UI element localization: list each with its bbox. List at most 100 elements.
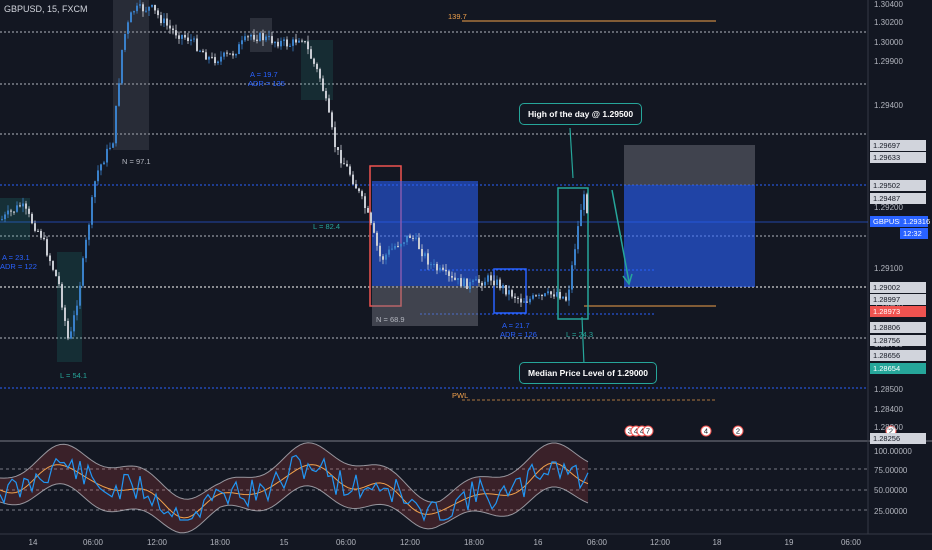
symbol-title[interactable]: GBPUSD, 15, FXCM [4,4,88,14]
price-tag: 1.28997 [870,294,926,305]
projection-arrow[interactable] [611,189,630,283]
adr-label: ADR = 122 [0,262,37,271]
candle-body [73,315,75,332]
candle-body [142,4,144,12]
candle-body [439,267,441,271]
candle-body [406,235,408,243]
candle-body [301,40,303,42]
candle-body [49,255,51,262]
pwl-label: PWL [452,391,468,400]
candle-body [178,35,180,39]
candle-body [1,219,3,221]
candle-body [277,41,279,47]
median-level-callout[interactable]: Median Price Level of 1.29000 [519,362,658,384]
candle-body [451,275,453,278]
candle-body [517,298,519,300]
candle-body [541,294,543,297]
candle-body [100,164,102,171]
candle-body [337,147,339,151]
range-box-grey[interactable] [113,0,149,150]
price-tick-label: 1.29100 [874,264,903,273]
time-axis[interactable]: 14 06:00 12:00 18:00 15 06:00 12:00 18:00 16 06:0… [29,538,862,547]
candle-body [217,61,219,64]
candle-body [502,285,504,289]
candlestick-series[interactable] [1,0,588,341]
candle-body [388,249,390,255]
target-zone-grey[interactable] [624,145,755,185]
event-flag-icon[interactable]: 7 [642,425,654,437]
zone-grey[interactable] [372,286,478,326]
candle-body [496,279,498,286]
candle-body [568,289,570,301]
callout-pointer [581,316,585,366]
indicator-mid-line [0,462,589,519]
candle-body [376,232,378,246]
range-box-teal[interactable] [57,252,82,362]
candle-body [223,52,225,57]
candle-body [487,275,489,282]
candle-body [532,295,534,299]
candle-body [82,258,84,286]
candle-body [562,296,564,299]
candle-body [565,296,567,301]
candle-body [145,10,147,12]
candle-body [538,294,540,296]
candle-body [220,56,222,62]
candle-body [148,6,150,11]
event-flag-icon[interactable]: 2 [732,425,744,437]
high-of-day-callout[interactable]: High of the day @ 1.29500 [519,103,643,125]
range-box-green[interactable] [557,187,589,320]
candle-body [400,243,402,247]
chart-labels: 139.7 PWL N = 97.1 A = 19.7 ADR = 135 L … [0,12,593,400]
price-axis[interactable]: 1.30400 1.30200 1.30000 1.29900 1.29400 1.292… [874,0,903,432]
candle-body [265,36,267,41]
candle-body [520,298,522,303]
candle-body [364,196,366,208]
candle-body [253,34,255,40]
zone-blue[interactable] [372,181,478,286]
candle-body [547,291,549,294]
price-tick-label: 1.29200 [874,203,903,212]
candle-body [463,278,465,287]
indicator-pane[interactable] [0,442,868,534]
candle-body [238,44,240,55]
time-tick-label: 12:00 [400,538,421,547]
target-zone-blue[interactable] [624,185,755,287]
candle-body [343,163,345,165]
candle-body [31,213,33,224]
candle-body [421,249,423,257]
candle-body [64,307,66,321]
time-tick-label: 12:00 [147,538,168,547]
candle-body [22,203,24,207]
candle-body [166,18,168,26]
candle-body [346,164,348,167]
event-count: 7 [646,427,650,436]
price-tag: 1.29316 [900,216,930,227]
candle-body [574,249,576,266]
candle-body [121,49,123,84]
range-box-blue[interactable] [493,268,527,314]
indicator-axis[interactable]: 100.00000 75.00000 50.00000 25.00000 [874,447,912,516]
candle-body [289,45,291,47]
event-flag-icon[interactable]: 4 [700,425,712,437]
price-tag: 1.28806 [870,322,926,333]
event-count: 4 [634,427,638,436]
candle-body [10,210,12,212]
candle-body [214,57,216,64]
candle-body [91,197,93,225]
candle-body [208,56,210,60]
arrow-head [622,273,633,286]
indicator-lower-band [0,483,589,534]
adr-label: ADR = 135 [248,79,285,88]
candle-body [394,245,396,249]
candle-body [163,18,165,24]
price-tick-label: 1.28900 [874,301,903,310]
candle-body [430,264,432,266]
candle-body [445,269,447,272]
candle-body [478,279,480,283]
a-label: A = 21.7 [502,321,530,330]
adr-label: ADR = 126 [500,330,537,339]
candle-body [583,194,585,210]
